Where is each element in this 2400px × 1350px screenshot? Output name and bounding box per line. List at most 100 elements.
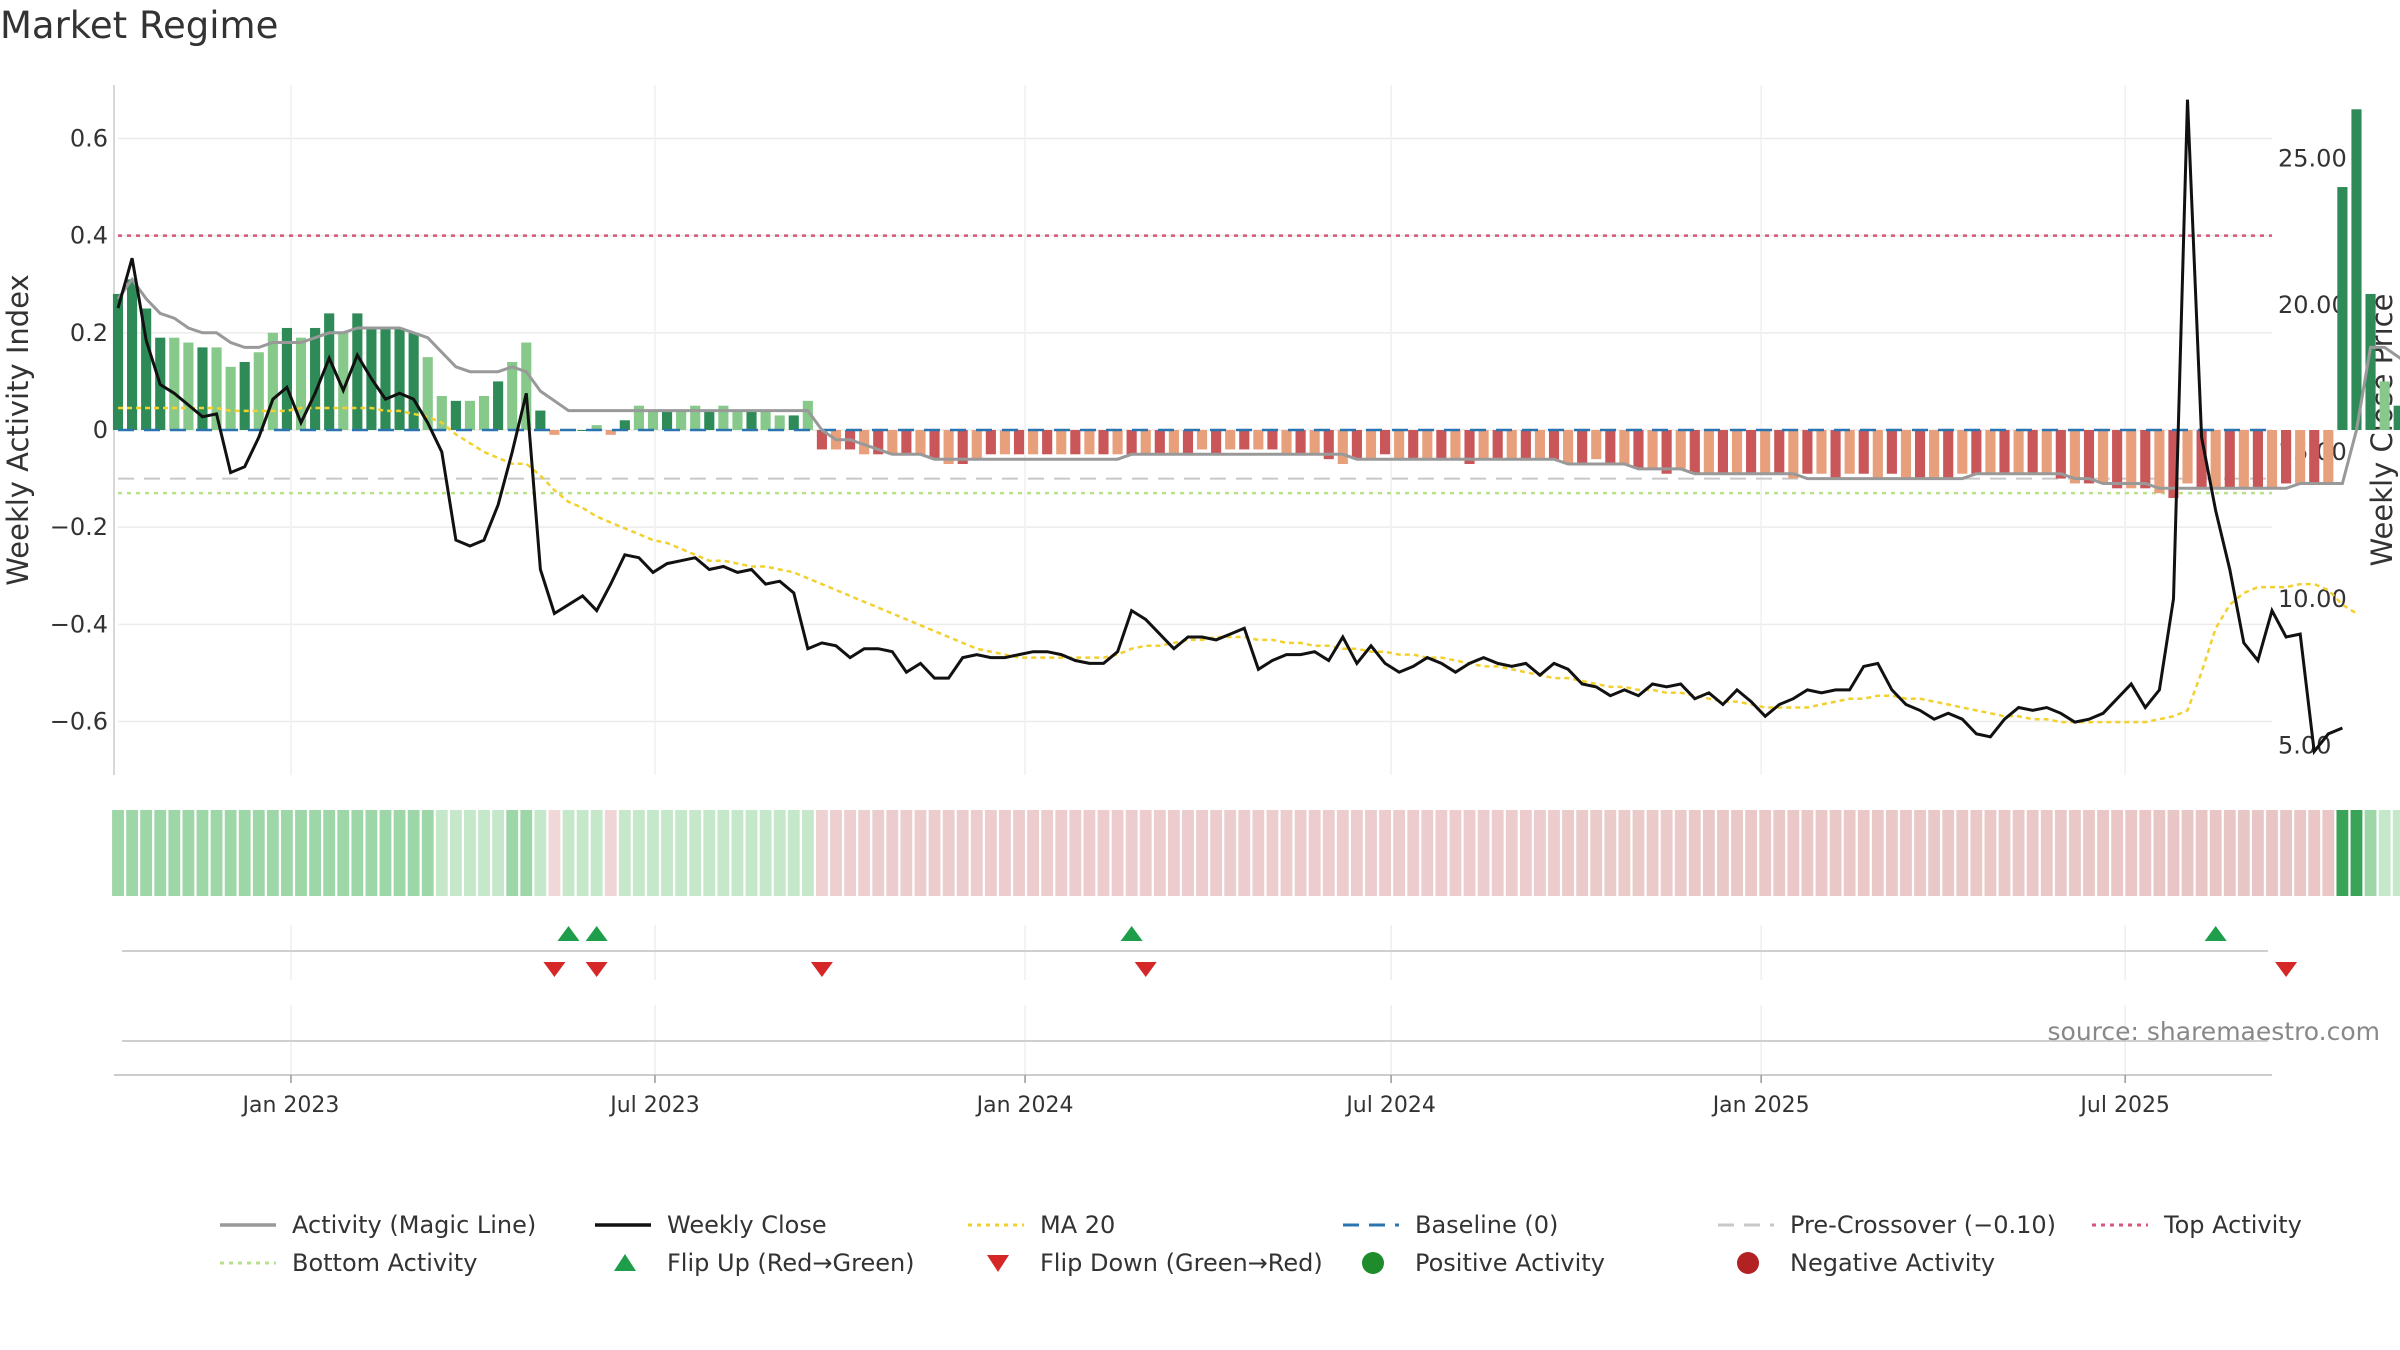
regime-cell xyxy=(1055,810,1068,896)
legend-item: Flip Up (Red→Green) xyxy=(614,1249,915,1277)
activity-bar xyxy=(647,410,659,430)
date-tick-label: Jan 2025 xyxy=(1711,1093,1810,1118)
activity-bar xyxy=(1774,430,1785,474)
regime-cell xyxy=(1393,810,1406,896)
activity-bar xyxy=(1520,430,1531,460)
regime-cell xyxy=(2237,810,2250,896)
legend-swatch xyxy=(1737,1252,1759,1274)
activity-bar xyxy=(1872,430,1883,479)
activity-bar xyxy=(873,430,884,455)
activity-bar xyxy=(1971,430,1982,474)
regime-cell xyxy=(1970,810,1983,896)
date-tick-label: Jul 2025 xyxy=(2078,1093,2170,1118)
activity-bar xyxy=(535,410,546,430)
regime-cell xyxy=(661,810,673,896)
regime-cell xyxy=(816,810,828,896)
regime-cell xyxy=(604,810,617,896)
activity-bar xyxy=(1126,430,1137,455)
legend-label: Flip Down (Green→Red) xyxy=(1040,1249,1323,1277)
regime-cell xyxy=(295,810,307,896)
legend-swatch xyxy=(1362,1252,1384,1274)
regime-cell xyxy=(1928,810,1941,896)
activity-bar xyxy=(1070,430,1081,455)
activity-bar xyxy=(591,425,602,430)
activity-bar xyxy=(999,430,1011,455)
activity-bar xyxy=(1985,430,1996,474)
activity-bar xyxy=(1914,430,1926,479)
activity-bar xyxy=(915,430,926,455)
activity-bar xyxy=(1760,430,1771,474)
activity-bar xyxy=(1225,430,1236,450)
regime-cell xyxy=(647,810,659,896)
activity-bar xyxy=(2351,109,2362,430)
regime-cell xyxy=(252,810,265,896)
regime-cell xyxy=(1083,810,1096,896)
regime-cell xyxy=(1801,810,1814,896)
regime-cell xyxy=(1674,810,1687,896)
regime-cell xyxy=(999,810,1011,896)
activity-bar xyxy=(788,415,799,430)
regime-cell xyxy=(1885,810,1898,896)
regime-cell xyxy=(1815,810,1828,896)
activity-bar xyxy=(577,430,588,431)
ma20-line xyxy=(118,406,2358,724)
legend-item: Flip Down (Green→Red) xyxy=(987,1249,1323,1277)
activity-bar xyxy=(1591,430,1602,460)
regime-cell xyxy=(1984,810,1997,896)
legend-item: Weekly Close xyxy=(595,1211,827,1239)
activity-bar xyxy=(2196,430,2207,489)
activity-bar xyxy=(1689,430,1700,474)
regime-cell xyxy=(1111,810,1124,896)
activity-bar xyxy=(478,395,490,430)
regime-cell xyxy=(1745,810,1758,896)
activity-bar xyxy=(183,342,194,430)
regime-cell xyxy=(2350,810,2363,896)
regime-cell xyxy=(548,810,561,896)
regime-cell xyxy=(1379,810,1391,896)
date-tick-label: Jul 2024 xyxy=(1344,1093,1436,1118)
regime-cell xyxy=(773,810,786,896)
regime-cell xyxy=(2040,810,2053,896)
activity-bar xyxy=(746,410,757,430)
flip-up-marker xyxy=(2204,926,2227,941)
regime-cell xyxy=(1505,810,1518,896)
activity-bar xyxy=(295,337,307,430)
regime-cell xyxy=(506,810,519,896)
regime-cell xyxy=(1167,810,1180,896)
activity-bar xyxy=(732,410,743,430)
regime-cell xyxy=(787,810,800,896)
activity-bar xyxy=(169,337,180,430)
activity-bar xyxy=(943,430,954,465)
regime-cell xyxy=(2280,810,2292,896)
regime-cell xyxy=(393,810,406,896)
source-text: source: sharemaestro.com xyxy=(2048,1017,2381,1046)
regime-cell xyxy=(309,810,322,896)
flip-down-marker xyxy=(585,962,608,977)
regime-cell xyxy=(1688,810,1701,896)
regime-cell xyxy=(1660,810,1673,896)
regime-cell xyxy=(1280,810,1293,896)
activity-bar xyxy=(267,332,278,430)
activity-bar xyxy=(1746,430,1757,474)
activity-bar xyxy=(1534,430,1545,460)
regime-cell xyxy=(1210,810,1223,896)
activity-bar xyxy=(1056,430,1067,455)
regime-cell xyxy=(435,810,448,896)
activity-bar xyxy=(1788,430,1799,479)
regime-cell xyxy=(914,810,927,896)
regime-cell xyxy=(801,810,814,896)
activity-bar xyxy=(1351,430,1362,460)
regime-cell xyxy=(2252,810,2264,896)
activity-bar xyxy=(1281,430,1292,455)
regime-cell xyxy=(886,810,899,896)
activity-bar xyxy=(1309,430,1320,455)
activity-bar xyxy=(1464,430,1475,465)
regime-cell xyxy=(2068,810,2081,896)
regime-cell xyxy=(900,810,913,896)
legend-item: Pre-Crossover (−0.10) xyxy=(1718,1211,2056,1239)
right-tick-label: 25.00 xyxy=(2278,144,2347,172)
activity-bar xyxy=(324,313,335,430)
regime-cell xyxy=(1998,810,2011,896)
regime-cell xyxy=(224,810,237,896)
